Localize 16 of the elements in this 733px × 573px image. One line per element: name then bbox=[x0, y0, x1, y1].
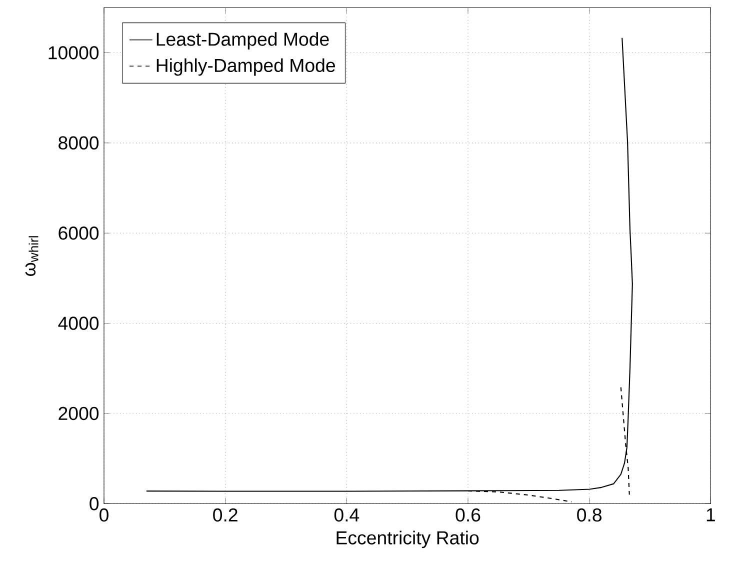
x-tick-label: 0.6 bbox=[456, 508, 480, 522]
y-tick-label: 4000 bbox=[58, 316, 99, 330]
x-tick-label: 0 bbox=[100, 508, 108, 522]
y-tick-label: 2000 bbox=[58, 406, 99, 420]
x-axis-title: Eccentricity Ratio bbox=[336, 530, 479, 548]
y-tick-label: 10000 bbox=[48, 46, 99, 60]
x-tick-label: 0.2 bbox=[213, 508, 238, 522]
y-axis-title: ω$_{whirl}$ bbox=[25, 236, 38, 276]
x-tick-label: 0.8 bbox=[577, 508, 602, 522]
legend-label: Highly-Damped Mode bbox=[156, 58, 336, 76]
y-tick-label: 6000 bbox=[58, 226, 99, 240]
y-tick-label: 0 bbox=[90, 497, 99, 510]
x-tick-label: 1 bbox=[706, 508, 715, 522]
legend-label: Least-Damped Mode bbox=[156, 32, 329, 50]
y-tick-label: 8000 bbox=[58, 136, 99, 150]
x-tick-label: 0.4 bbox=[334, 508, 360, 522]
